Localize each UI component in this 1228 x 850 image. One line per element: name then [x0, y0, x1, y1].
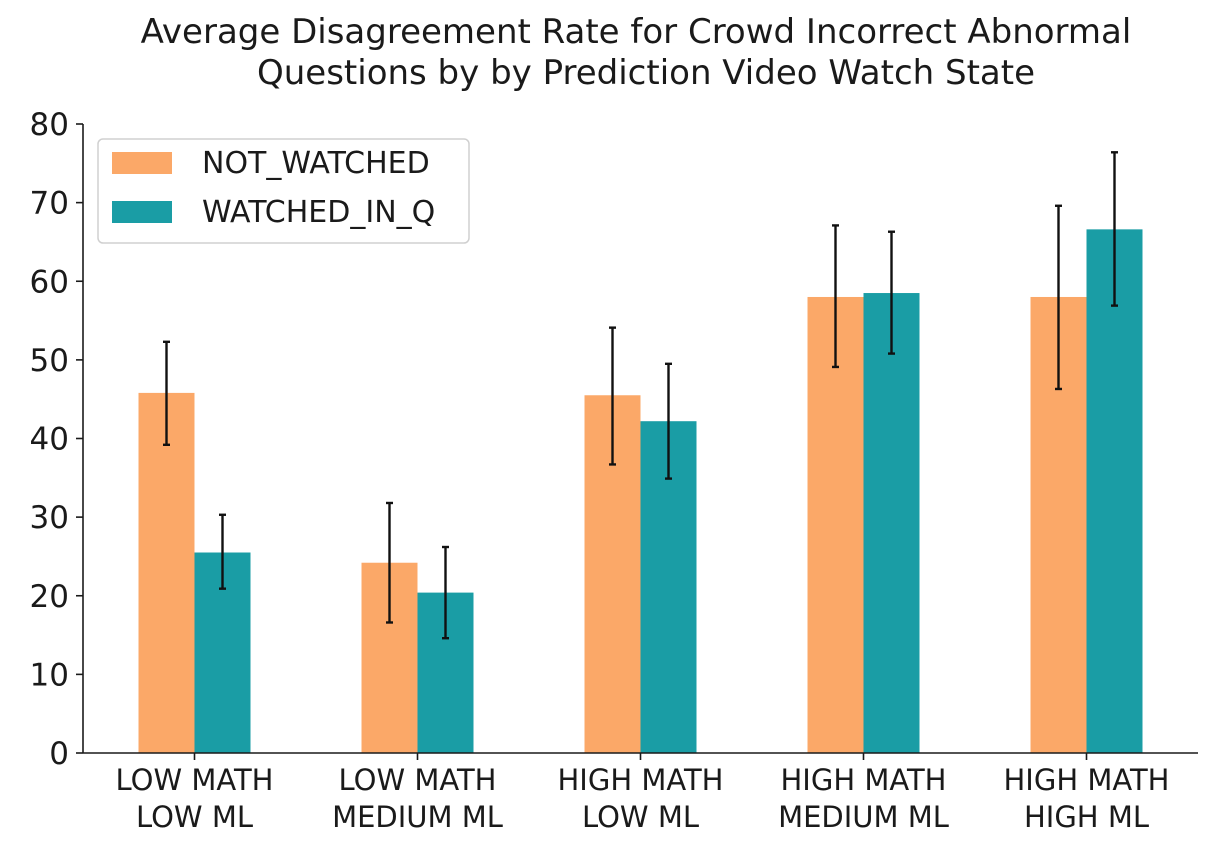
legend: NOT_WATCHED WATCHED_IN_Q [97, 138, 470, 244]
y-tick-label: 20 [30, 579, 69, 615]
bar-not-watched [807, 296, 864, 753]
x-category-label: HIGH MATH [1004, 763, 1170, 797]
x-category-label: HIGH ML [1024, 800, 1149, 834]
error-bars-group [163, 151, 1118, 640]
chart-title-line-1: Average Disagreement Rate for Crowd Inco… [141, 12, 1132, 52]
y-tick-label: 30 [30, 500, 69, 536]
x-category-label: MEDIUM ML [778, 800, 949, 834]
x-category-label: LOW MATH [116, 763, 274, 797]
bar-watched-in-q [1086, 229, 1143, 754]
bar-not-watched [138, 392, 195, 753]
y-tick-label: 80 [30, 107, 69, 143]
bars-group [138, 229, 1143, 754]
y-tick-label: 60 [30, 264, 69, 300]
x-category-label: HIGH MATH [558, 763, 724, 797]
y-axis: 0 10 20 30 40 50 60 70 80 [30, 107, 84, 772]
y-tick-label: 0 [49, 736, 69, 772]
legend-box [97, 138, 470, 244]
x-category-label: MEDIUM ML [332, 800, 503, 834]
y-tick-label: 50 [30, 343, 69, 379]
x-category-label: LOW ML [582, 800, 699, 834]
chart-title-line-2: Questions by by Prediction Video Watch S… [257, 53, 1035, 93]
y-tick-label: 10 [30, 657, 69, 693]
bar-watched-in-q [863, 293, 920, 753]
y-tick-label: 70 [30, 186, 69, 222]
x-category-label: LOW ML [136, 800, 253, 834]
y-tick-label: 40 [30, 422, 69, 458]
x-category-label: HIGH MATH [781, 763, 947, 797]
legend-label: WATCHED_IN_Q [202, 195, 435, 230]
legend-label: NOT_WATCHED [202, 146, 430, 181]
legend-swatch [112, 152, 172, 174]
x-category-label: LOW MATH [339, 763, 497, 797]
legend-swatch [112, 201, 172, 223]
